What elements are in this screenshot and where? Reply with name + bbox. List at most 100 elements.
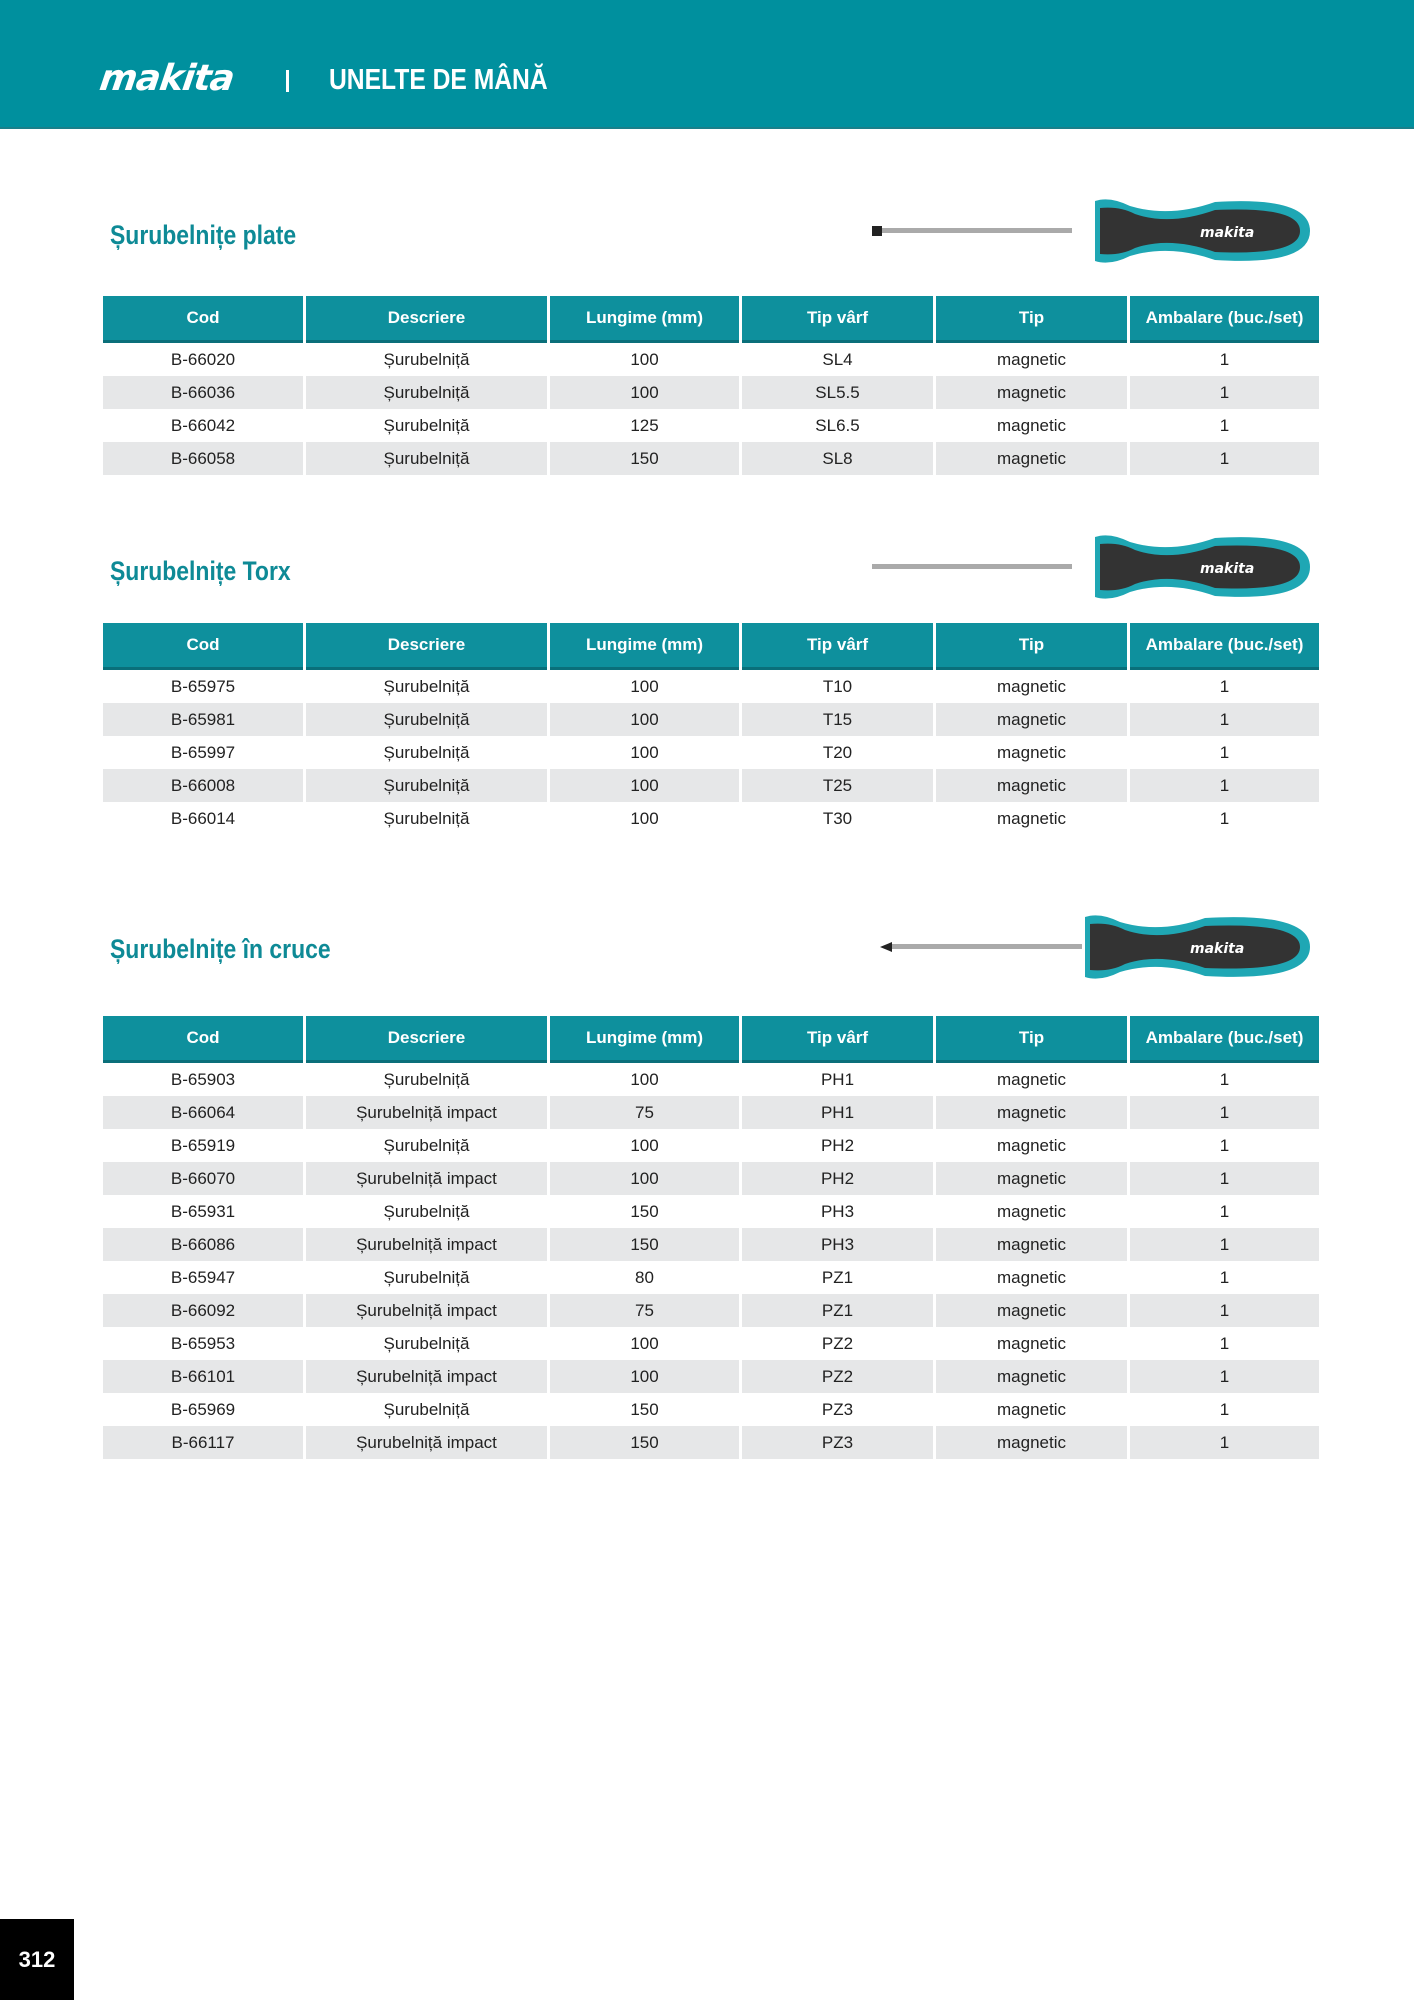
table-cell: 150 [550,1228,739,1261]
table-cell: magnetic [997,1201,1066,1221]
table-cell: PZ2 [821,1333,854,1353]
table-row: B-66036 Șurubelniță 100 SL5.5 magnetic 1 [103,376,1319,409]
table-cell: B-66064 [103,1096,303,1129]
svg-text:makita: makita [1190,941,1244,957]
table-cell: PZ3 [821,1399,854,1419]
table-cell: Șurubelniță [383,808,470,828]
table-cell: Șurubelniță impact [306,1360,547,1393]
table-cell: PZ3 [742,1426,933,1459]
torx-screwdriver-image: makita [872,535,1310,599]
table-cell: B-65969 [170,1399,236,1419]
table-row: B-66008 Șurubelniță 100 T25 magnetic 1 [103,769,1319,802]
table-cell: 150 [550,442,739,475]
header-bar: makita UNELTE DE MÂNĂ [0,0,1414,129]
table-cell: Șurubelniță [383,349,470,369]
category-title: UNELTE DE MÂNĂ [329,64,548,96]
table-cell: 1 [1219,1201,1230,1221]
page-number: 312 [0,1919,74,2000]
table-row: B-66086 Șurubelniță impact 150 PH3 magnetic 1 [103,1228,1319,1261]
table-cell: Șurubelniță [383,415,470,435]
flat-screwdrivers-table: Cod Descriere Lungime (mm) Tip vârf Tip Ambal… [100,296,1322,475]
table-cell: magnetic [936,1162,1127,1195]
table-cell: 100 [630,742,659,762]
table-cell: 100 [550,1162,739,1195]
table-cell: Șurubelniță [383,1135,470,1155]
column-header: Cod [103,296,303,343]
table-cell: 150 [630,1201,659,1221]
table-cell: magnetic [997,1267,1066,1287]
table-row: B-66117 Șurubelniță impact 150 PZ3 magnetic 1 [103,1426,1319,1459]
table-cell: Șurubelniță [383,1201,470,1221]
table-cell: magnetic [997,742,1066,762]
column-header: Cod [103,623,303,670]
table-cell: PH1 [742,1096,933,1129]
table-cell: B-66070 [103,1162,303,1195]
table-cell: 1 [1130,1360,1319,1393]
table-cell: 1 [1219,1333,1230,1353]
table-cell: 100 [630,1135,659,1155]
table-header-row: Cod Descriere Lungime (mm) Tip vârf Tip Ambal… [103,1016,1319,1063]
table-row: B-65947 Șurubelniță 80 PZ1 magnetic 1 [103,1261,1319,1294]
table-cell: PH1 [820,1069,855,1089]
column-header: Ambalare (buc./set) [1130,623,1319,670]
table-cell: SL4 [822,349,853,369]
table-row: B-65975 Șurubelniță 100 T10 magnetic 1 [103,670,1319,703]
table-header-row: Cod Descriere Lungime (mm) Tip vârf Tip Ambal… [103,296,1319,343]
table-cell: magnetic [936,1096,1127,1129]
table-cell: 1 [1219,1267,1230,1287]
table-cell: T15 [742,703,933,736]
table-cell: B-66117 [103,1426,303,1459]
table-cell: B-65947 [170,1267,236,1287]
table-cell: magnetic [997,1135,1066,1155]
table-cell: 1 [1130,376,1319,409]
table-row: B-65931 Șurubelniță 150 PH3 magnetic 1 [103,1195,1319,1228]
table-row: B-65981 Șurubelniță 100 T15 magnetic 1 [103,703,1319,736]
table-cell: Șurubelniță impact [306,1096,547,1129]
table-cell: magnetic [936,376,1127,409]
table-cell: 1 [1219,676,1230,696]
table-row: B-66014 Șurubelniță 100 T30 magnetic 1 [103,802,1319,835]
cross-screwdriver-image: makita [880,915,1310,979]
table-cell: B-65975 [170,676,236,696]
table-cell: 1 [1219,415,1230,435]
table-cell: 100 [550,1360,739,1393]
table-cell: 75 [550,1294,739,1327]
table-cell: 100 [630,676,659,696]
column-header: Descriere [306,1016,547,1063]
table-cell: 1 [1130,442,1319,475]
table-cell: PZ1 [742,1294,933,1327]
section-title-torx: Șurubelnițe Torx [110,556,291,586]
table-cell: Șurubelniță [383,1069,470,1089]
table-cell: 1 [1219,1069,1230,1089]
table-cell: B-66092 [103,1294,303,1327]
table-cell: 75 [550,1096,739,1129]
table-row: B-66042 Șurubelniță 125 SL6.5 magnetic 1 [103,409,1319,442]
table-cell: magnetic [997,415,1066,435]
column-header: Cod [103,1016,303,1063]
table-cell: magnetic [936,703,1127,736]
table-cell: 100 [550,703,739,736]
table-cell: PH3 [820,1201,855,1221]
table-cell: 150 [630,1399,659,1419]
table-row: B-66020 Șurubelniță 100 SL4 magnetic 1 [103,343,1319,376]
table-row: B-66058 Șurubelniță 150 SL8 magnetic 1 [103,442,1319,475]
column-header: Ambalare (buc./set) [1130,1016,1319,1063]
table-cell: 80 [635,1267,654,1287]
column-header: Tip [936,1016,1127,1063]
table-cell: B-66036 [103,376,303,409]
table-cell: T25 [742,769,933,802]
column-header: Tip vârf [742,623,933,670]
table-cell: 100 [630,1333,659,1353]
table-cell: 1 [1219,349,1230,369]
table-cell: 1 [1130,1294,1319,1327]
table-cell: Șurubelniță [383,1333,470,1353]
table-cell: Șurubelniță impact [306,1294,547,1327]
table-cell: PH3 [742,1228,933,1261]
table-cell: magnetic [936,1294,1127,1327]
table-cell: 1 [1219,808,1230,828]
table-cell: B-65997 [170,742,236,762]
table-cell: T30 [822,808,853,828]
table-row: B-66064 Șurubelniță impact 75 PH1 magnetic 1 [103,1096,1319,1129]
table-cell: 1 [1130,1228,1319,1261]
table-cell: 100 [630,349,659,369]
